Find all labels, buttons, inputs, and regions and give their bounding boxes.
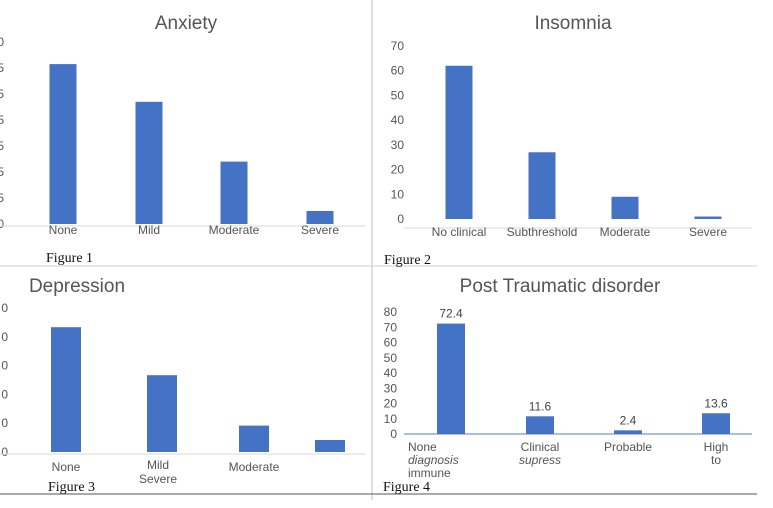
category-label: None [408,440,437,454]
bar [239,425,269,452]
bar [220,161,248,224]
bar [306,211,334,224]
category-label: Moderate [209,223,260,237]
category-label: Moderate [600,225,651,239]
category-label: Severe [689,225,727,239]
category-label: None [52,460,81,474]
y-tick-label: 0 [0,35,4,49]
y-tick-label: 5 [0,165,4,179]
y-tick-label: 70 [391,39,405,53]
figure-caption: Figure 4 [383,480,430,495]
category-label: No clinical [432,225,487,239]
y-tick-label: 0 [1,301,8,315]
bar [437,323,465,434]
y-tick-label: 0 [1,330,8,344]
y-tick-label: 50 [391,88,405,102]
y-tick-label: 5 [0,191,4,205]
category-label: supress [519,453,561,467]
category-label: to [711,453,721,467]
figure-caption: Figure 2 [384,253,431,268]
chart-panel-2: Insomnia 70 60 50 40 30 20 10 0 No clinical Subthr… [384,13,752,268]
y-tick-label: 80 [384,305,398,319]
category-label: High [704,440,729,454]
y-tick-label: 30 [384,381,398,395]
y-tick-label: 50 [384,351,398,365]
y-tick-label: 0 [0,217,4,231]
bar [445,65,473,220]
category-label: Mild [138,223,160,237]
bar [528,152,556,219]
bar [315,440,345,452]
bar [611,196,639,219]
category-label: Subthreshold [507,225,578,239]
y-tick-label: 60 [384,336,398,350]
y-tick-label: 0 [1,359,8,373]
figure-caption: Figure 1 [46,251,93,266]
y-tick-label: 20 [384,397,398,411]
bar [526,416,554,434]
y-tick-label: 5 [0,87,4,101]
category-label: Moderate [229,460,280,474]
bar [147,375,177,452]
category-label: immune [408,466,451,480]
chart-title: Anxiety [155,13,218,34]
y-tick-label: 60 [391,64,405,78]
y-tick-label: 10 [384,412,398,426]
data-label: 72.4 [439,307,463,321]
bar [49,64,77,224]
y-tick-label: 5 [0,61,4,75]
y-tick-label: 5 [0,139,4,153]
y-tick-label: 40 [384,366,398,380]
y-tick-label: 10 [391,187,405,201]
bar [694,216,722,219]
y-tick-label: 30 [391,138,405,152]
chart-title: Insomnia [534,13,612,34]
data-label: 11.6 [529,399,552,413]
bar [135,101,163,224]
category-label: Severe [301,223,339,237]
y-tick-label: 0 [1,416,8,430]
y-tick-label: 70 [384,320,398,334]
figure-caption: Figure 3 [48,480,95,495]
category-label: Mild [147,458,169,472]
bar [702,413,730,434]
chart-title: Post Traumatic disorder [460,276,661,297]
y-tick-label: 40 [391,113,405,127]
category-label: diagnosis [408,453,459,467]
data-label: 13.6 [704,396,728,410]
chart-panel-1: Anxiety 0 5 5 5 5 5 5 0 None Mild Moderate Severe Fig… [0,13,365,266]
bar [51,327,81,452]
category-label: Clinical [521,440,560,454]
data-label: 2.4 [620,413,637,427]
y-tick-label: 0 [390,427,397,441]
y-tick-label: 0 [1,445,8,459]
y-tick-label: 20 [391,163,405,177]
chart-title: Depression [29,276,125,297]
bar [614,430,642,434]
y-tick-label: 0 [397,212,404,226]
category-label: Probable [604,440,652,454]
y-tick-label: 5 [0,113,4,127]
y-tick-label: 0 [1,387,8,401]
category-label: None [49,223,78,237]
category-label: Severe [139,472,177,486]
